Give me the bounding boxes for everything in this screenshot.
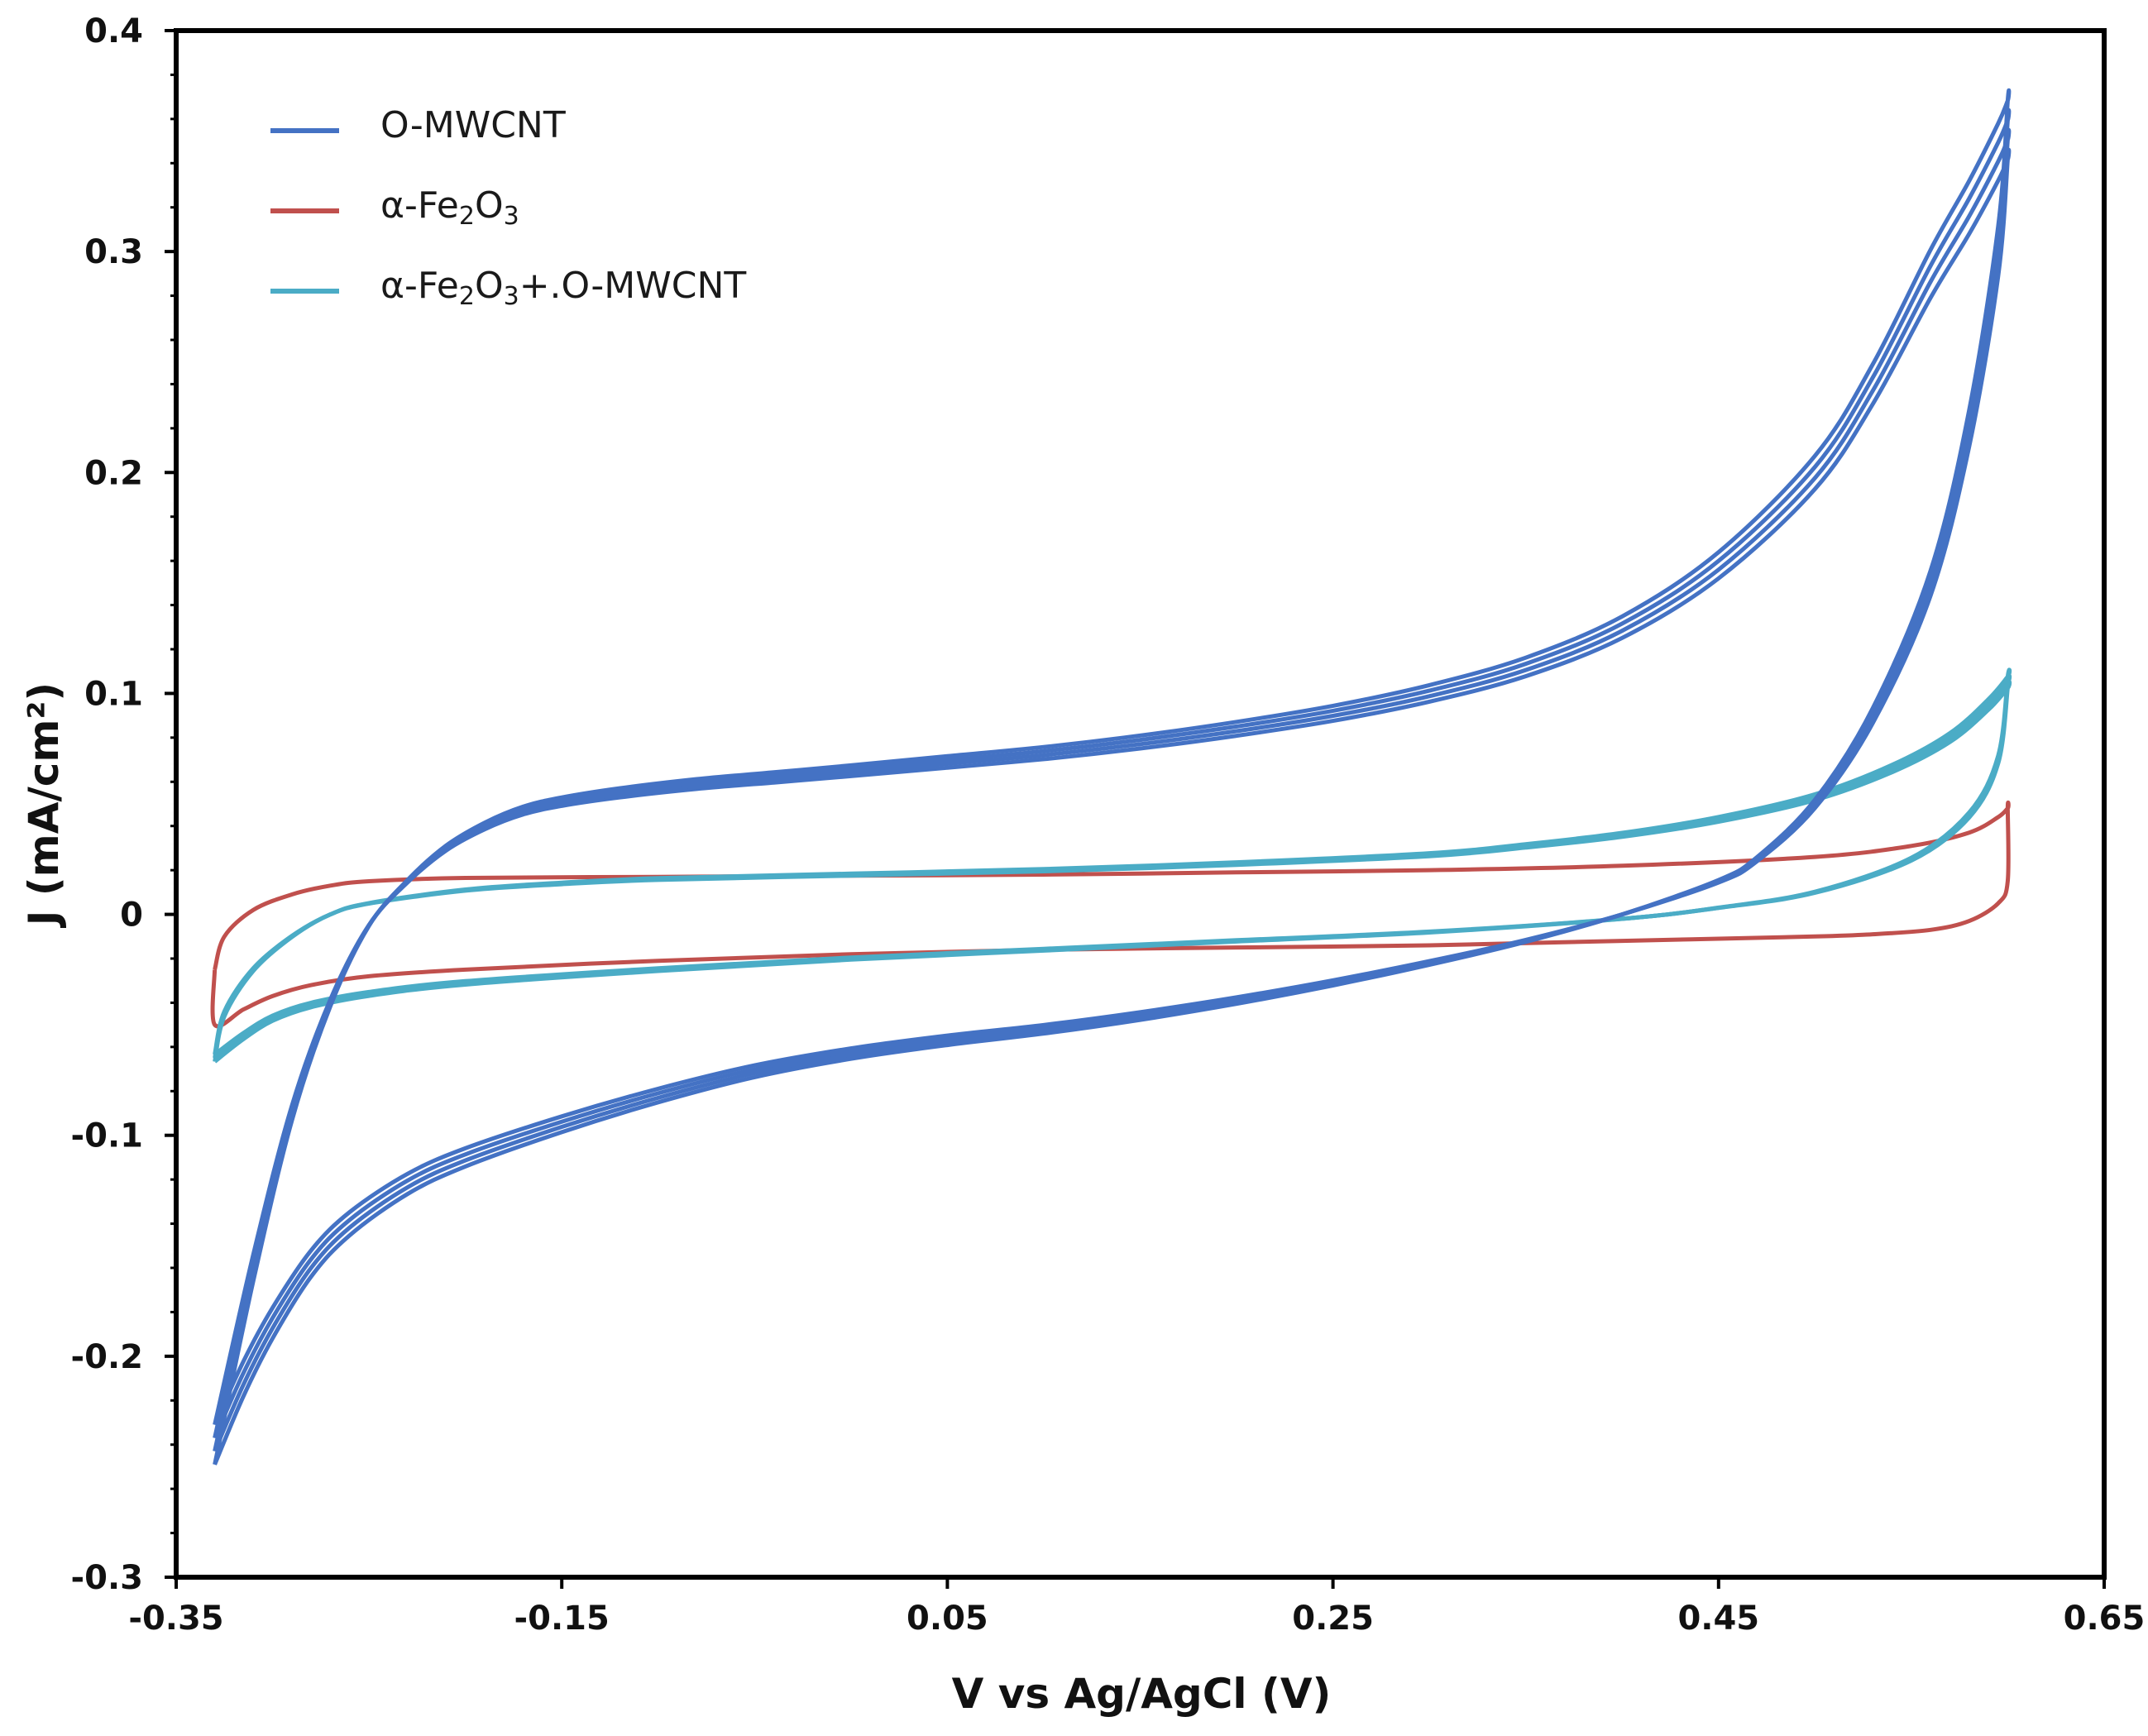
x-axis-title: V vs Ag/AgCl (V) (952, 1670, 1332, 1718)
series-line (213, 667, 2012, 1064)
x-tick-labels: -0.35 -0.15 0.05 0.25 0.45 0.65 (128, 1600, 2145, 1638)
legend-label: O-MWCNT (380, 104, 566, 146)
series-layer (210, 88, 2012, 1466)
y-tick-label: -0.1 (71, 1117, 143, 1155)
y-axis-title: J (mA/cm²) (20, 682, 68, 928)
x-tick-label: -0.15 (514, 1600, 610, 1638)
y-tick-labels: -0.3 -0.2 -0.1 0 0.1 0.2 0.3 0.4 (71, 12, 143, 1597)
y-tick-label: 0.1 (84, 675, 143, 713)
plot-frame (174, 28, 2107, 1580)
y-tick-label: -0.3 (71, 1559, 143, 1597)
x-tick-label: 0.45 (1677, 1600, 1759, 1638)
x-tick-label: 0.65 (2064, 1600, 2146, 1638)
legend-label: α-Fe2O3+.O-MWCNT (380, 265, 746, 311)
legend: O-MWCNT α-Fe2O3 α-Fe2O3+.O-MWCNT (270, 104, 746, 311)
legend-label: α-Fe2O3 (380, 184, 519, 231)
x-tick-label: 0.25 (1292, 1600, 1374, 1638)
series-line (213, 88, 2012, 1466)
y-tick-label: -0.2 (71, 1338, 143, 1376)
x-tick-label: -0.35 (128, 1600, 223, 1638)
y-tick-label: 0.3 (84, 233, 143, 271)
x-tick-label: 0.05 (907, 1600, 988, 1638)
y-tick-label: 0.4 (84, 12, 143, 50)
y-tick-label: 0.2 (84, 454, 143, 492)
y-tick-label: 0 (120, 897, 143, 935)
